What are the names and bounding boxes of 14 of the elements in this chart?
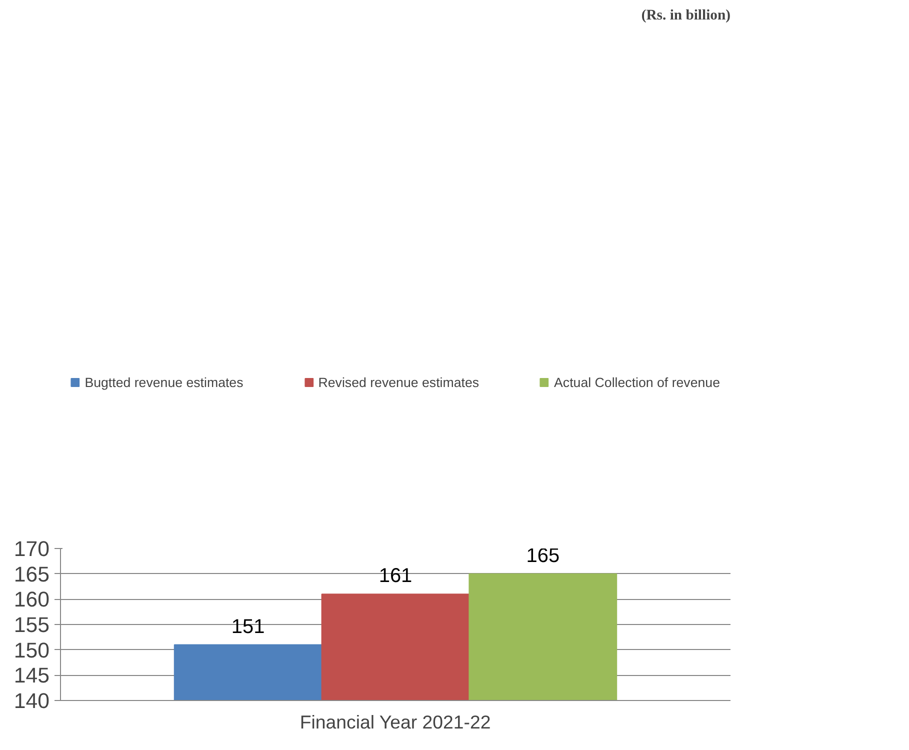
legend-label: Revised revenue estimates (318, 374, 480, 390)
y-tick-label: 160 (14, 588, 50, 612)
y-tick-label: 150 (14, 638, 50, 662)
legend-label: Bugtted revenue estimates (84, 374, 244, 390)
data-label: 161 (378, 565, 412, 588)
y-tick-label: 140 (14, 689, 50, 713)
y-tick-label: 170 (14, 537, 50, 561)
y-tick-label: 165 (14, 562, 50, 586)
text: (Rs. in billion) (641, 8, 731, 24)
data-label: 151 (231, 616, 265, 638)
y-tick-label: 145 (14, 664, 50, 688)
x-tick-label: Financial Year 2021-22 (300, 712, 491, 732)
legend-label: Actual Collection of revenue (554, 374, 720, 390)
y-tick-label: 155 (14, 613, 50, 637)
